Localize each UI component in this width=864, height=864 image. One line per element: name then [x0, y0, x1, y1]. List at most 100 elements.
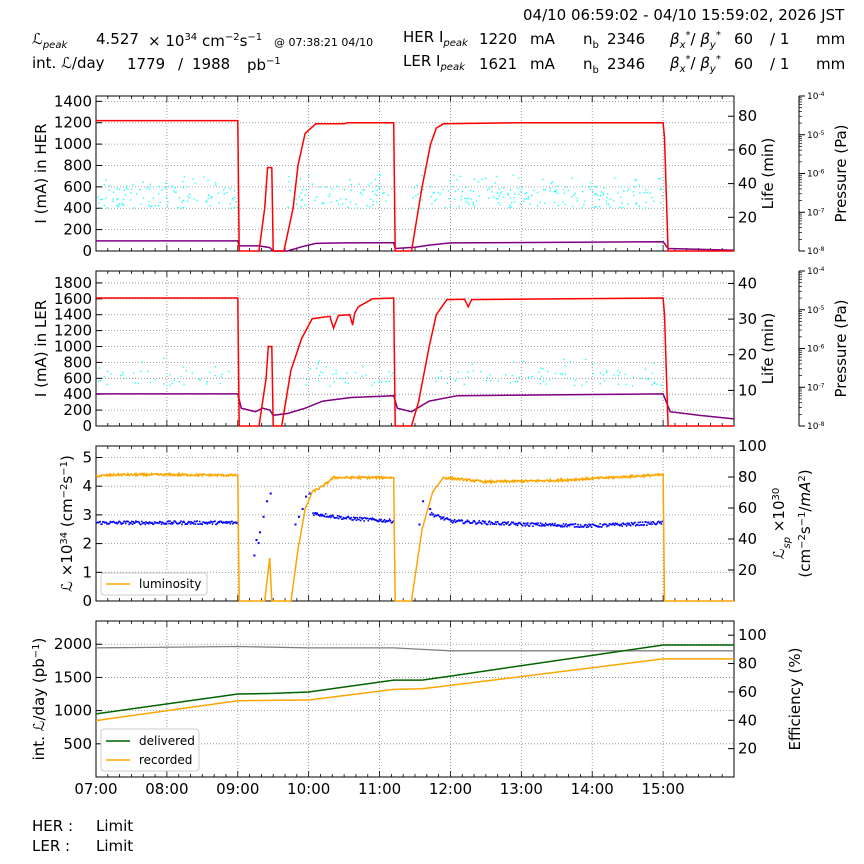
pressure-point — [627, 203, 629, 205]
pressure-point — [125, 185, 128, 187]
pressure-point — [452, 186, 454, 188]
specific-lumi-point — [313, 514, 315, 516]
specific-lumi-point — [319, 513, 322, 516]
pressure-point — [349, 201, 352, 203]
pressure-point — [520, 190, 522, 193]
pressure-point — [498, 195, 501, 197]
pressure-point — [214, 366, 217, 368]
specific-lumi-point — [557, 525, 560, 527]
specific-lumi-point — [473, 520, 475, 522]
her-lifetime-line — [96, 240, 735, 252]
specific-lumi-point — [118, 520, 120, 523]
specific-lumi-point — [229, 522, 232, 525]
specific-lumi-point — [432, 513, 435, 515]
ler-ylabel3: Pressure (Pa) — [832, 299, 850, 397]
specific-lumi-point — [487, 523, 489, 526]
pressure-point — [328, 195, 330, 197]
pressure-point — [149, 183, 152, 185]
specific-lumi-point — [510, 521, 513, 524]
specific-lumi-point — [624, 523, 627, 526]
pressure-point — [563, 192, 566, 194]
pressure-point — [651, 196, 653, 199]
pressure-point — [549, 187, 551, 189]
pressure-point — [214, 374, 216, 377]
pressure-point — [519, 203, 521, 205]
specific-lumi-point — [516, 524, 519, 527]
pressure-point — [510, 206, 512, 208]
pressure-point — [221, 376, 223, 378]
pressure-point — [116, 204, 118, 207]
pressure-point — [478, 195, 480, 197]
pressure-point — [507, 192, 509, 195]
pressure-point — [614, 177, 616, 179]
pressure-point — [116, 199, 118, 201]
y2-tick-label: 20 — [738, 208, 757, 226]
pressure-point — [183, 383, 185, 385]
pressure-point — [653, 381, 656, 383]
specific-lumi-point — [105, 521, 107, 524]
specific-lumi-point — [616, 522, 618, 525]
specific-lumi-point — [539, 522, 542, 524]
specific-lumi-point — [475, 523, 477, 525]
specific-lumi-point — [346, 516, 348, 519]
x-tick-label: 09:00 — [216, 780, 259, 798]
x-tick-label: 07:00 — [74, 780, 117, 798]
pressure-point — [644, 207, 646, 209]
pressure-point — [523, 198, 525, 200]
specific-lumi-point — [560, 526, 562, 528]
pressure-point — [149, 188, 151, 190]
specific-lumi-point — [375, 519, 377, 521]
specific-lumi-point — [476, 522, 479, 524]
specific-lumi-point — [114, 522, 117, 524]
specific-lumi-point — [430, 513, 432, 516]
pressure-point — [171, 382, 174, 385]
pressure-point — [149, 206, 151, 208]
specific-lumi-point — [554, 522, 556, 525]
pressure-point — [157, 204, 160, 207]
x-tick-label: 11:00 — [358, 780, 401, 798]
specific-lumi-point — [352, 519, 354, 521]
specific-lumi-point — [609, 523, 612, 526]
specific-lumi-point — [186, 523, 188, 525]
specific-lumi-point — [504, 521, 506, 524]
pressure-point — [595, 186, 597, 188]
delivered-legend-label: delivered — [139, 734, 195, 748]
specific-lumi-point — [640, 524, 642, 526]
pressure-point — [169, 374, 171, 376]
specific-lumi-point — [370, 518, 373, 521]
specific-lumi-point — [341, 518, 343, 520]
specific-lumi-point — [126, 520, 129, 523]
specific-lumi-point — [374, 519, 376, 521]
pressure-point — [199, 379, 201, 381]
pressure-point — [613, 374, 615, 376]
specific-lumi-point — [597, 525, 600, 527]
pressure-point — [595, 206, 597, 208]
specific-lumi-point — [519, 522, 521, 524]
pressure-point — [177, 207, 179, 209]
specific-lumi-point — [233, 521, 236, 524]
specific-lumi-point — [202, 521, 204, 523]
pressure-point — [565, 186, 567, 188]
specific-lumi-point — [538, 524, 540, 527]
pressure-point — [309, 368, 311, 370]
pressure-point — [472, 370, 475, 372]
pressure-point — [336, 200, 338, 202]
specific-lumi-point — [566, 525, 568, 528]
specific-lumi-point — [619, 524, 622, 526]
specific-lumi-point — [606, 525, 608, 528]
specific-lumi-point — [621, 525, 623, 527]
pressure-point — [524, 192, 526, 195]
pressure-point — [606, 203, 608, 205]
pressure-point — [448, 180, 451, 182]
pressure-point — [498, 188, 500, 190]
pressure-point — [325, 186, 327, 188]
specific-lumi-point — [474, 521, 476, 523]
specific-lumi-point — [446, 517, 448, 519]
specific-lumi-point — [98, 521, 101, 523]
pressure-point — [595, 193, 597, 195]
pressure-point — [106, 383, 108, 386]
specific-lumi-point — [505, 523, 508, 525]
pressure-point — [311, 183, 314, 185]
pressure-point — [387, 194, 389, 196]
pressure-point — [412, 197, 414, 199]
